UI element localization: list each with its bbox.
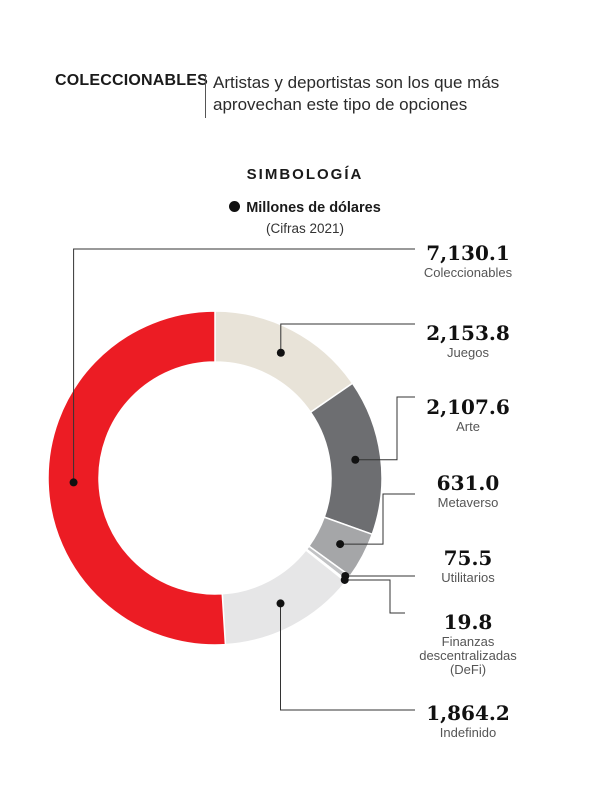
- leader-line-indefinido: [280, 603, 415, 711]
- slice-arte: [309, 382, 383, 536]
- category-label-finanzas-descentralizadas-defi-1: descentralizadas: [419, 648, 517, 663]
- category-label-metaverso: Metaverso: [438, 495, 499, 510]
- leader-dot-indefinido: [276, 599, 285, 608]
- category-label-finanzas-descentralizadas-defi: Finanzas: [442, 634, 495, 649]
- legend-dot-icon: [229, 201, 241, 212]
- category-label-arte: Arte: [456, 419, 480, 434]
- value-label-arte: 2,107.6: [426, 395, 510, 419]
- chart-kicker: COLECCIONABLES: [55, 72, 209, 89]
- header-divider: [205, 74, 206, 118]
- leader-dot-metaverso: [336, 540, 345, 549]
- category-label-juegos: Juegos: [447, 345, 489, 360]
- leader-line-metaverso: [340, 493, 415, 545]
- donut-slices: [47, 310, 383, 646]
- leader-line-finanzas-descentralizadas-defi: [344, 579, 405, 614]
- category-label-coleccionables: Coleccionables: [424, 265, 513, 280]
- leader-dot-finanzas-descentralizadas-defi: [340, 575, 349, 584]
- value-label-coleccionables: 7,130.1: [426, 241, 510, 265]
- value-label-juegos: 2,153.8: [426, 321, 510, 345]
- leader-line-coleccionables: [73, 248, 415, 483]
- category-label-indefinido: Indefinido: [440, 725, 496, 740]
- slice-coleccionables: [47, 310, 227, 646]
- leader-lines: [69, 248, 415, 711]
- legend-note: (Cifras 2021): [265, 221, 345, 236]
- category-label-utilitarios: Utilitarios: [441, 570, 495, 585]
- category-label-finanzas-descentralizadas-defi-2: (DeFi): [450, 662, 486, 677]
- legend-title: SIMBOLOGÍA: [246, 166, 364, 183]
- value-label-finanzas-descentralizadas-defi: 19.8: [444, 610, 493, 634]
- leader-line-juegos: [280, 323, 415, 353]
- chart-subtitle: Artistas y deportistas son los que más a…: [213, 73, 500, 114]
- leader-dot-coleccionables: [69, 478, 78, 487]
- value-label-indefinido: 1,864.2: [426, 701, 510, 725]
- leader-dot-juegos: [276, 348, 285, 357]
- leader-line-arte: [355, 396, 415, 461]
- legend-series-label: Millones de dólares: [246, 200, 381, 216]
- legend-entry: Millones de dólares: [0, 200, 610, 216]
- leader-dot-arte: [351, 455, 360, 464]
- value-label-utilitarios: 75.5: [444, 546, 493, 570]
- value-label-metaverso: 631.0: [437, 471, 500, 495]
